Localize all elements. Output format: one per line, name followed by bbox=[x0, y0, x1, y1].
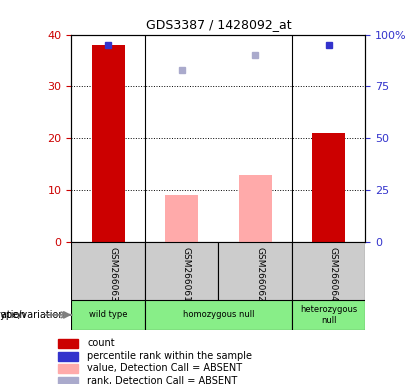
Bar bbox=[165, 195, 198, 242]
Text: wild type: wild type bbox=[89, 310, 127, 319]
Title: GDS3387 / 1428092_at: GDS3387 / 1428092_at bbox=[146, 18, 291, 31]
Text: GSM266064: GSM266064 bbox=[328, 247, 338, 301]
Text: GSM266062: GSM266062 bbox=[255, 247, 264, 301]
Text: value, Detection Call = ABSENT: value, Detection Call = ABSENT bbox=[87, 363, 242, 373]
Text: count: count bbox=[87, 338, 115, 348]
Text: rank, Detection Call = ABSENT: rank, Detection Call = ABSENT bbox=[87, 376, 238, 384]
Text: GSM266061: GSM266061 bbox=[182, 247, 191, 301]
Text: heterozygous
null: heterozygous null bbox=[300, 305, 357, 324]
Bar bbox=[71, 242, 145, 300]
Text: genotype/variation: genotype/variation bbox=[0, 310, 66, 320]
Text: percentile rank within the sample: percentile rank within the sample bbox=[87, 351, 252, 361]
Bar bbox=[312, 133, 345, 242]
Bar bbox=[71, 300, 145, 330]
Text: GSM266063: GSM266063 bbox=[108, 247, 117, 301]
Text: homozygous null: homozygous null bbox=[183, 310, 254, 319]
Bar bbox=[145, 300, 292, 330]
Bar bbox=[292, 300, 365, 330]
Bar bbox=[58, 339, 78, 348]
Bar bbox=[218, 242, 292, 300]
Text: genotype/variation: genotype/variation bbox=[0, 310, 26, 320]
Bar bbox=[92, 45, 125, 242]
Bar bbox=[145, 242, 218, 300]
Bar bbox=[292, 242, 365, 300]
Bar bbox=[58, 352, 78, 361]
Bar bbox=[58, 364, 78, 373]
Bar bbox=[239, 175, 272, 242]
Bar bbox=[58, 376, 78, 384]
